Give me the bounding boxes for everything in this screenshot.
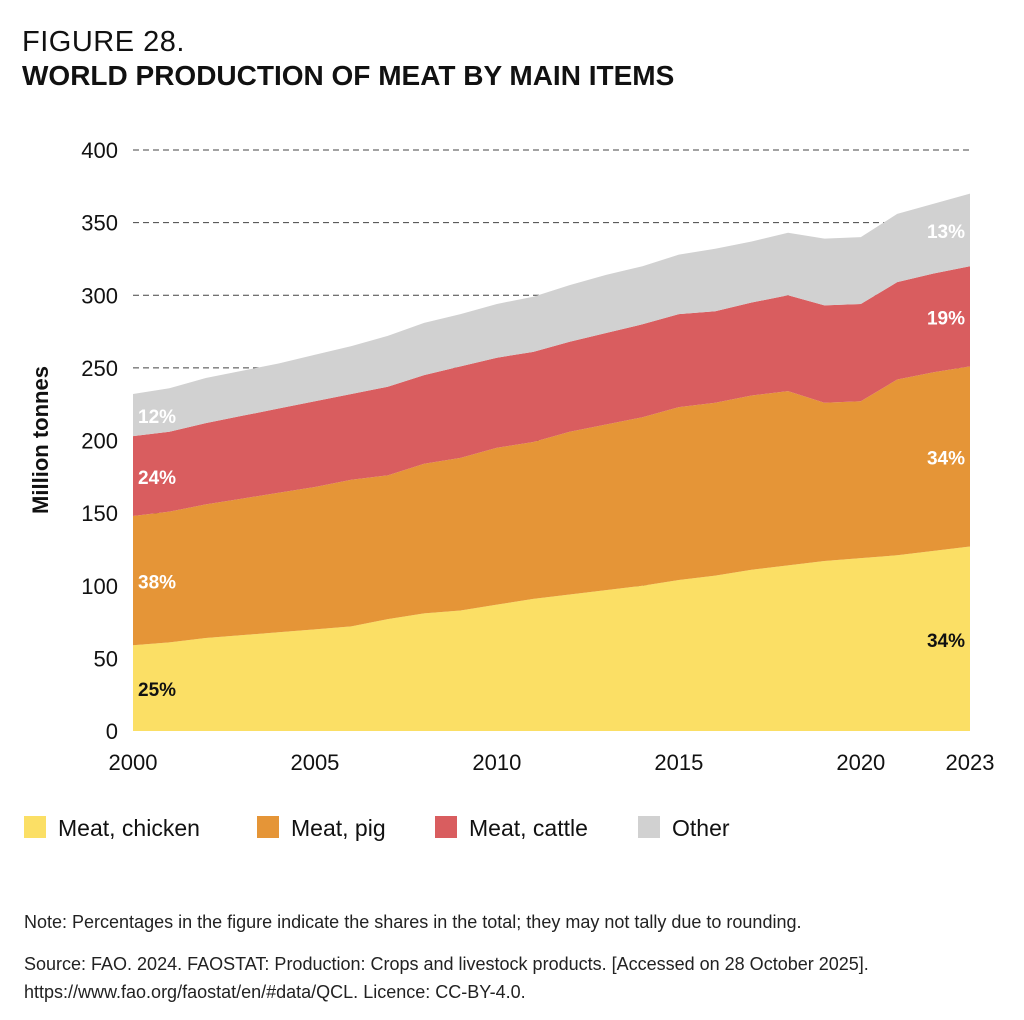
area-other	[133, 193, 970, 437]
y-tick-label: 350	[81, 211, 118, 236]
x-axis-ticks: 2000 2005 2010 2015 2020 2023	[109, 750, 995, 775]
share-label-2023: 19%	[927, 308, 965, 329]
legend-label: Other	[672, 815, 730, 841]
y-tick-label: 300	[81, 283, 118, 308]
x-tick-label: 2000	[109, 750, 158, 775]
share-label-2023: 13%	[927, 222, 965, 243]
share-label-2000: 25%	[138, 680, 176, 701]
note: Note: Percentages in the figure indicate…	[24, 912, 802, 932]
legend-swatch	[257, 816, 279, 838]
x-tick-label: 2015	[654, 750, 703, 775]
y-axis-label: Million tonnes	[28, 366, 53, 514]
legend-swatch	[24, 816, 46, 838]
source: Source: FAO. 2024. FAOSTAT: Production: …	[24, 954, 869, 1002]
y-tick-label: 150	[81, 501, 118, 526]
share-label-2000: 12%	[138, 407, 176, 428]
x-tick-label: 2010	[472, 750, 521, 775]
legend: Meat, chicken Meat, pig Meat, cattle Other	[24, 815, 730, 841]
area-meat-chicken	[133, 546, 970, 731]
x-tick-label: 2023	[946, 750, 995, 775]
share-label-2023: 34%	[927, 448, 965, 469]
x-tick-label: 2005	[290, 750, 339, 775]
share-label-2000: 38%	[138, 573, 176, 594]
y-tick-label: 0	[106, 719, 118, 744]
legend-swatch	[435, 816, 457, 838]
legend-swatch	[638, 816, 660, 838]
figure-number: FIGURE 28.	[22, 26, 185, 58]
y-tick-label: 50	[94, 646, 118, 671]
area-meat-pig	[133, 366, 970, 646]
area-meat-cattle	[133, 266, 970, 517]
legend-label: Meat, chicken	[58, 815, 200, 841]
y-tick-label: 250	[81, 356, 118, 381]
share-label-2000: 24%	[138, 468, 176, 489]
y-axis-ticks: 0 50 100 150 200 250 300 350 400	[81, 138, 118, 744]
share-label-2023: 34%	[927, 631, 965, 652]
y-tick-label: 100	[81, 574, 118, 599]
areas	[133, 193, 970, 731]
share-labels: 25% 34% 38% 34% 24% 19% 12% 13%	[138, 222, 965, 701]
figure-title: WORLD PRODUCTION OF MEAT BY MAIN ITEMS	[22, 60, 675, 91]
y-tick-label: 400	[81, 138, 118, 163]
legend-label: Meat, pig	[291, 815, 386, 841]
x-tick-label: 2020	[836, 750, 885, 775]
y-tick-label: 200	[81, 429, 118, 454]
legend-label: Meat, cattle	[469, 815, 588, 841]
